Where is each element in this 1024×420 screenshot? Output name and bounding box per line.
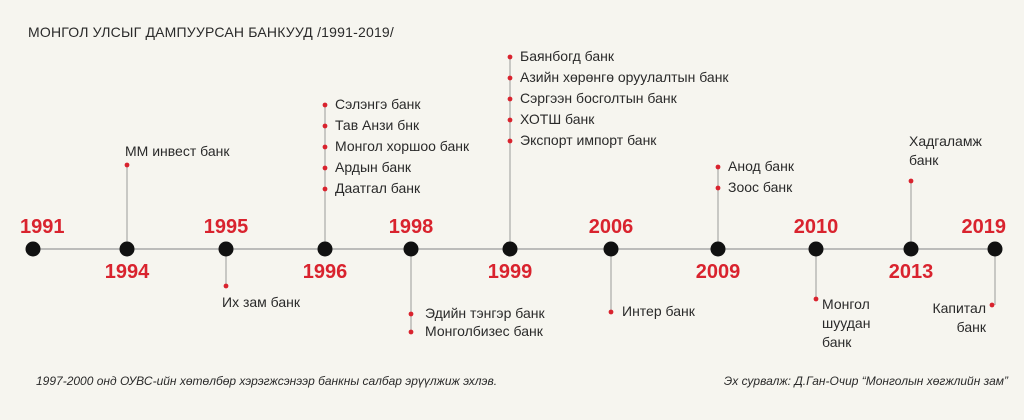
bank-label: Анод банк — [728, 158, 795, 174]
source-note: Эх сурвалж: Д.Ган-Очир “Монголын хөгжлий… — [723, 374, 1008, 388]
bank-dot — [322, 144, 328, 150]
bank-dot — [322, 123, 328, 129]
bank-label: ХОТШ банк — [520, 111, 595, 127]
year-label-1999: 1999 — [488, 261, 533, 283]
bank-label-2019: Капитал банк — [932, 300, 986, 335]
year-label-1996: 1996 — [303, 261, 348, 283]
bank-dot — [507, 117, 513, 123]
year-label-2006: 2006 — [589, 216, 634, 238]
timeline-node-1999 — [502, 241, 518, 257]
year-label-1995: 1995 — [204, 216, 249, 238]
bank-dot-1994 — [124, 162, 130, 168]
bank-dot — [408, 329, 414, 335]
timeline-node-1995 — [218, 241, 234, 257]
bank-label: Сэргээн босголтын банк — [520, 90, 678, 106]
chart-title: МОНГОЛ УЛСЫГ ДАМПУУРСАН БАНКУУД /1991-20… — [28, 24, 395, 40]
bank-label-2013: Хадгаламж банк — [909, 133, 982, 168]
bank-label: Ардын банк — [335, 159, 412, 175]
footnote: 1997-2000 онд ОУВС-ийн хөтөлбөр хэрэгжсэ… — [36, 374, 498, 388]
bank-dot — [322, 165, 328, 171]
bank-label-2010: Монгол шуудан банк — [822, 296, 870, 350]
year-label-1994: 1994 — [105, 261, 150, 283]
bank-label: Даатгал банк — [335, 180, 421, 196]
bank-dot — [608, 309, 614, 315]
bank-dot — [322, 102, 328, 108]
bank-label: Зоос банк — [728, 179, 793, 195]
timeline-node-2013 — [903, 241, 919, 257]
bank-dot — [408, 311, 414, 317]
year-label-2010: 2010 — [794, 216, 839, 238]
year-label-2019: 2019 — [962, 216, 1007, 238]
bank-dot — [507, 138, 513, 144]
bank-label: Монголбизес банк — [425, 323, 544, 339]
bank-label: Сэлэнгэ банк — [335, 96, 421, 112]
timeline-node-1996 — [317, 241, 333, 257]
bank-label: ММ инвест банк — [125, 143, 230, 159]
timeline-node-2009 — [710, 241, 726, 257]
bank-dot — [322, 186, 328, 192]
bank-label: Их зам банк — [222, 294, 301, 310]
bank-label: Эдийн тэнгэр банк — [425, 305, 545, 321]
bank-label: Тав Анзи бнк — [335, 117, 420, 133]
bank-label: Монгол хоршоо банк — [335, 138, 470, 154]
bank-dot — [507, 75, 513, 81]
timeline-node-1998 — [403, 241, 419, 257]
bank-dot — [507, 54, 513, 60]
bank-label: Экспорт импорт банк — [520, 132, 657, 148]
year-label-2009: 2009 — [696, 261, 741, 283]
bank-dot-2010 — [813, 296, 819, 302]
timeline-node-1991 — [25, 241, 41, 257]
year-label-1998: 1998 — [389, 216, 434, 238]
timeline-node-2019 — [987, 241, 1003, 257]
bank-label: Азийн хөрөнгө оруулалтын банк — [520, 69, 729, 85]
bank-dot-2019 — [989, 302, 995, 308]
year-label-1991: 1991 — [20, 216, 65, 238]
bank-dot — [715, 185, 721, 191]
bank-dot-1995 — [223, 283, 229, 289]
timeline-node-2010 — [808, 241, 824, 257]
timeline-node-1994 — [119, 241, 135, 257]
bank-label: Баянбогд банк — [520, 48, 615, 64]
bank-dot-2013 — [908, 178, 914, 184]
bank-label: Интер банк — [622, 303, 696, 319]
timeline-node-2006 — [603, 241, 619, 257]
bank-dot — [715, 164, 721, 170]
year-label-2013: 2013 — [889, 261, 934, 283]
bank-dot — [507, 96, 513, 102]
